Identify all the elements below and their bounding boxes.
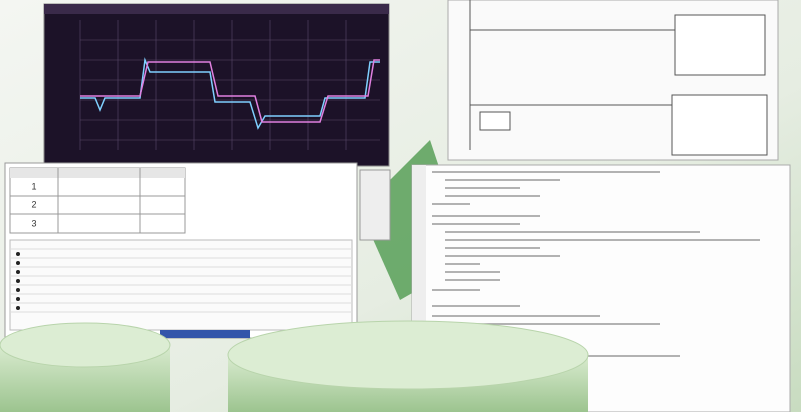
table-window: 1 2 3: [4, 162, 358, 339]
axis-table-header: [10, 168, 185, 178]
scope-frame: [43, 3, 390, 167]
selected-row: [160, 330, 250, 338]
cylinder-top: [227, 320, 589, 390]
function-block: [674, 14, 766, 76]
cell: 1: [31, 181, 36, 191]
cylinders: [0, 320, 589, 412]
ladder-window: [447, 0, 779, 161]
cylinder-top: [0, 322, 171, 368]
row-bullets: [16, 252, 20, 310]
function-block: [671, 94, 768, 156]
scope-trace-magenta: [80, 59, 380, 123]
code-lines: [432, 171, 760, 357]
row-lines: [10, 248, 352, 313]
scope-grid: [79, 20, 380, 150]
contact: [479, 111, 511, 131]
cell: 2: [31, 199, 36, 209]
cell: 3: [31, 218, 36, 228]
scope-trace-cyan: [80, 57, 380, 130]
scope-titlebar: [44, 4, 389, 14]
axis-table: [9, 167, 186, 234]
side-panel: [359, 169, 391, 241]
scope-window: [43, 3, 391, 241]
